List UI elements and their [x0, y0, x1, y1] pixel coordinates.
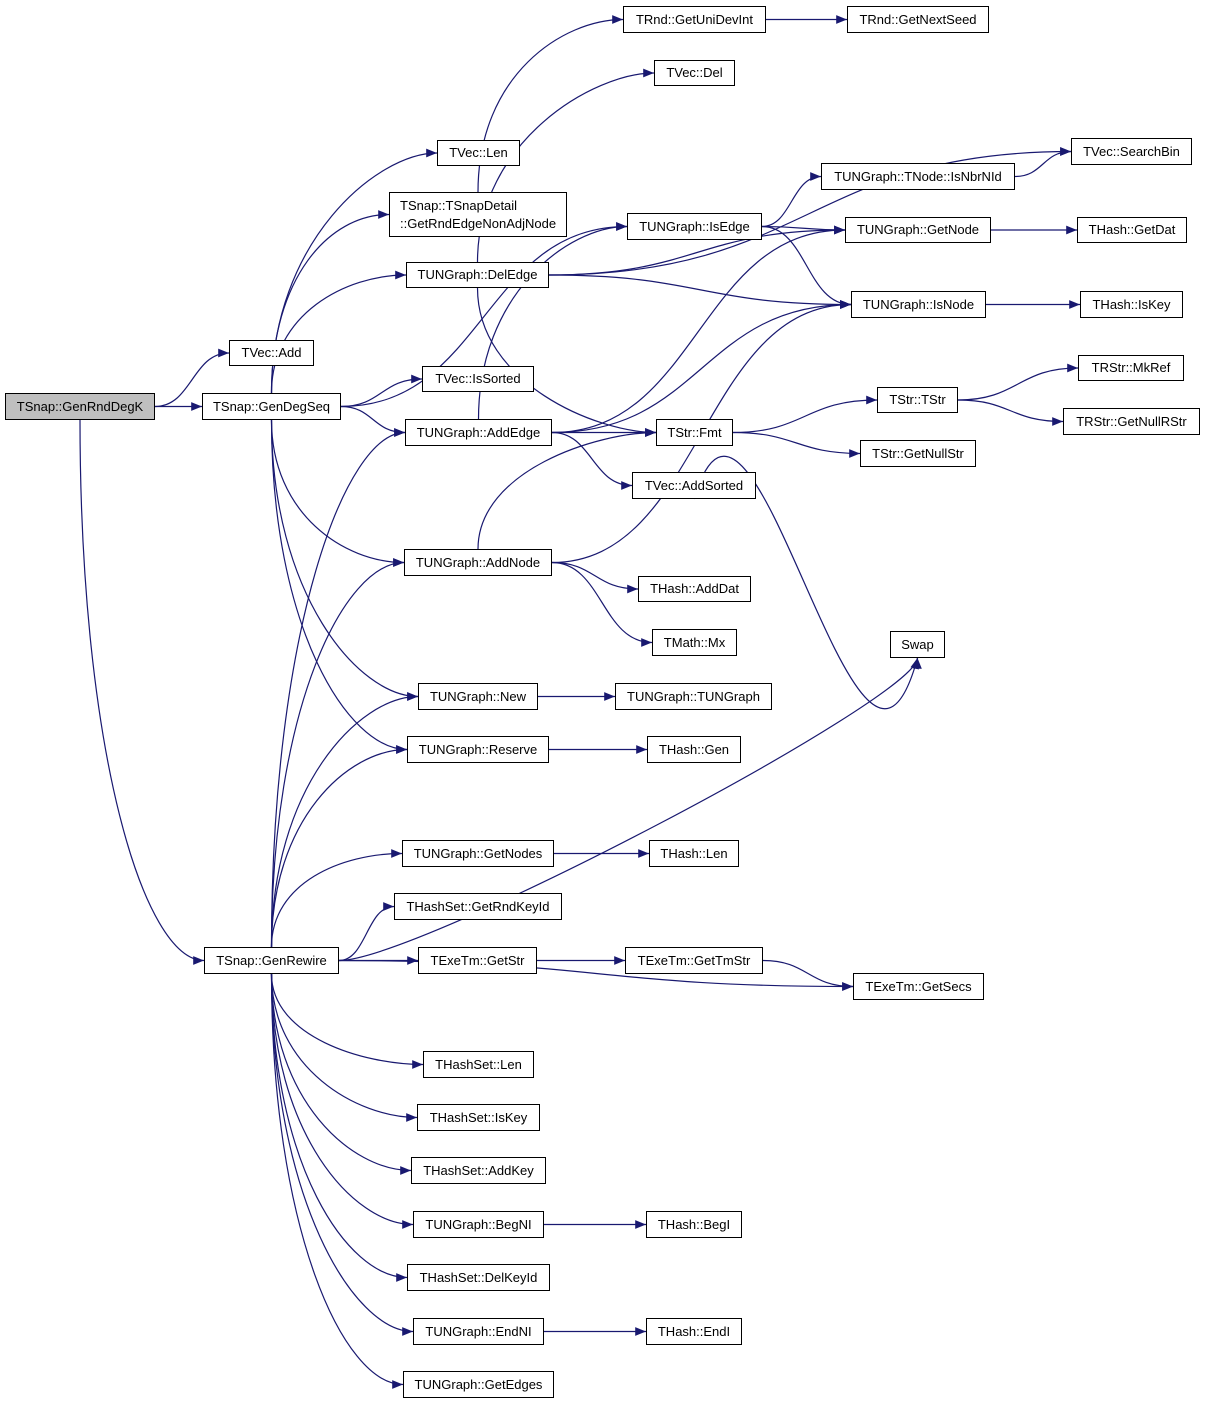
node-getrndedge[interactable]: TSnap::TSnapDetail ::GetRndEdgeNonAdjNod… — [389, 192, 567, 237]
edge-addnode-to-mx — [551, 561, 653, 647]
node-getedges[interactable]: TUNGraph::GetEdges — [403, 1371, 554, 1398]
edge-isedge-to-isnbrnid — [761, 172, 822, 228]
node-hashgen[interactable]: THash::Gen — [647, 736, 741, 763]
edge-genrewire-to-endni — [270, 973, 414, 1336]
edge-isnbrnid-to-searchbin — [1014, 147, 1072, 178]
edge-gendegseq-to-issorted — [340, 374, 423, 408]
node-getnextseed[interactable]: TRnd::GetNextSeed — [847, 6, 989, 33]
node-swap[interactable]: Swap — [890, 631, 945, 658]
node-getnode[interactable]: TUNGraph::GetNode — [845, 217, 991, 243]
edge-genrewire-to-getrndkeyid — [338, 902, 395, 962]
node-new[interactable]: TUNGraph::New — [418, 683, 538, 710]
edge-genrnddegk-to-vecadd — [154, 348, 230, 408]
edge-gendegseq-to-getrndedge — [270, 210, 390, 394]
edge-genrewire-to-delkeyid — [270, 973, 408, 1282]
edge-gendegseq-to-isedge — [340, 222, 628, 408]
node-getstr[interactable]: TExeTm::GetStr — [418, 947, 537, 974]
node-tungraph[interactable]: TUNGraph::TUNGraph — [615, 683, 772, 710]
node-hashsetlen[interactable]: THashSet::Len — [423, 1051, 534, 1078]
node-getsecs[interactable]: TExeTm::GetSecs — [853, 973, 984, 1000]
node-hashgetdat[interactable]: THash::GetDat — [1077, 217, 1187, 243]
edge-gendegseq-to-reserve — [270, 419, 408, 754]
node-getnodes[interactable]: TUNGraph::GetNodes — [402, 840, 554, 867]
node-mx[interactable]: TMath::Mx — [652, 629, 737, 656]
node-isedge[interactable]: TUNGraph::IsEdge — [627, 213, 762, 240]
node-addnode[interactable]: TUNGraph::AddNode — [404, 549, 552, 576]
node-endni[interactable]: TUNGraph::EndNI — [413, 1318, 544, 1345]
node-delkeyid[interactable]: THashSet::DelKeyId — [407, 1264, 550, 1291]
edge-deledge-to-getnode — [548, 225, 846, 276]
edge-genrewire-to-hashsetiskey — [270, 973, 418, 1122]
edge-deledge-to-isnode — [548, 274, 852, 309]
node-getunidevint[interactable]: TRnd::GetUniDevInt — [623, 6, 766, 33]
edge-genrewire-to-new — [270, 692, 419, 948]
node-endi[interactable]: THash::EndI — [646, 1318, 742, 1345]
node-reserve[interactable]: TUNGraph::Reserve — [407, 736, 549, 763]
node-gettmstr[interactable]: TExeTm::GetTmStr — [625, 947, 763, 974]
edge-addnode-to-adddat — [551, 561, 639, 594]
node-genrewire[interactable]: TSnap::GenRewire — [204, 947, 339, 974]
edge-genrewire-to-getnodes — [270, 849, 403, 948]
edge-genrewire-to-begni — [270, 973, 414, 1229]
node-isnbrnid[interactable]: TUNGraph::TNode::IsNbrNId — [821, 163, 1015, 190]
node-addedge[interactable]: TUNGraph::AddEdge — [405, 419, 552, 446]
edge-genrewire-to-getedges — [270, 973, 404, 1389]
node-begi[interactable]: THash::BegI — [646, 1211, 742, 1238]
node-addkey[interactable]: THashSet::AddKey — [411, 1157, 546, 1184]
edge-addedge-to-isnode — [551, 300, 852, 434]
edge-genrewire-to-getsecs — [338, 959, 854, 991]
node-getnullstr[interactable]: TStr::GetNullStr — [860, 440, 976, 467]
node-tstr[interactable]: TStr::TStr — [877, 387, 958, 413]
node-issorted[interactable]: TVec::IsSorted — [422, 366, 534, 392]
edge-getrndedge-to-getunidevint — [477, 15, 624, 193]
node-addsorted[interactable]: TVec::AddSorted — [632, 472, 756, 499]
node-veclen[interactable]: TVec::Len — [437, 140, 520, 166]
edge-fmt-to-getnullstr — [732, 431, 861, 458]
edge-deledge-to-searchbin — [548, 147, 1072, 276]
node-hashlen[interactable]: THash::Len — [649, 840, 739, 867]
edge-genrewire-to-reserve — [270, 745, 408, 948]
node-hashsetiskey[interactable]: THashSet::IsKey — [417, 1104, 540, 1131]
node-mkref[interactable]: TRStr::MkRef — [1078, 355, 1184, 381]
edge-genrewire-to-addnode — [270, 558, 405, 948]
edge-gendegseq-to-addnode — [270, 419, 405, 567]
edge-gendegseq-to-new — [270, 419, 419, 701]
node-vecdel[interactable]: TVec::Del — [654, 60, 735, 86]
edge-fmt-to-tstr — [732, 395, 878, 434]
edge-genrewire-to-hashsetlen — [270, 973, 424, 1069]
node-searchbin[interactable]: TVec::SearchBin — [1071, 138, 1192, 165]
node-isnode[interactable]: TUNGraph::IsNode — [851, 291, 986, 318]
node-vecadd[interactable]: TVec::Add — [229, 340, 314, 366]
edge-deledge-to-fmt — [476, 287, 657, 437]
edge-genrnddegk-to-genrewire — [79, 419, 205, 965]
node-getrndkeyid[interactable]: THashSet::GetRndKeyId — [394, 893, 562, 920]
edge-genrewire-to-addedge — [270, 428, 406, 948]
edge-tstr-to-mkref — [957, 363, 1079, 401]
edge-isedge-to-isnode — [761, 225, 852, 309]
node-getnullrstr[interactable]: TRStr::GetNullRStr — [1063, 408, 1200, 435]
edge-addedge-to-getnode — [551, 225, 846, 434]
node-gendegseq[interactable]: TSnap::GenDegSeq — [202, 393, 341, 420]
edge-genrewire-to-addkey — [270, 973, 412, 1175]
node-fmt[interactable]: TStr::Fmt — [656, 419, 733, 446]
edge-tstr-to-getnullrstr — [957, 399, 1064, 426]
node-hashiskey[interactable]: THash::IsKey — [1080, 291, 1183, 318]
edge-gendegseq-to-addedge — [340, 405, 406, 437]
edge-addedge-to-addsorted — [551, 431, 633, 490]
edge-gendegseq-to-deledge — [270, 270, 407, 394]
edge-genrewire-to-swap — [338, 657, 922, 962]
edge-addsorted-to-swap — [693, 455, 919, 710]
edge-addnode-to-fmt — [477, 428, 657, 550]
node-genrnddegk[interactable]: TSnap::GenRndDegK — [5, 393, 155, 420]
edge-gettmstr-to-getsecs — [762, 959, 854, 991]
node-adddat[interactable]: THash::AddDat — [638, 576, 751, 602]
node-begni[interactable]: TUNGraph::BegNI — [413, 1211, 544, 1238]
node-deledge[interactable]: TUNGraph::DelEdge — [406, 262, 549, 288]
